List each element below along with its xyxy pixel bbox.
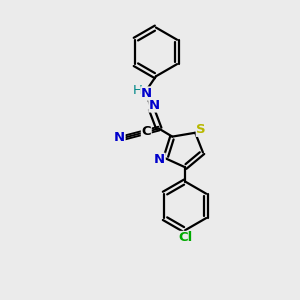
Text: Cl: Cl bbox=[178, 232, 192, 244]
Text: N: N bbox=[149, 99, 160, 112]
Text: S: S bbox=[196, 123, 206, 136]
Text: N: N bbox=[154, 153, 165, 166]
Text: N: N bbox=[114, 131, 125, 144]
Text: C: C bbox=[142, 125, 151, 138]
Text: N: N bbox=[141, 87, 152, 100]
Text: H: H bbox=[133, 84, 143, 97]
